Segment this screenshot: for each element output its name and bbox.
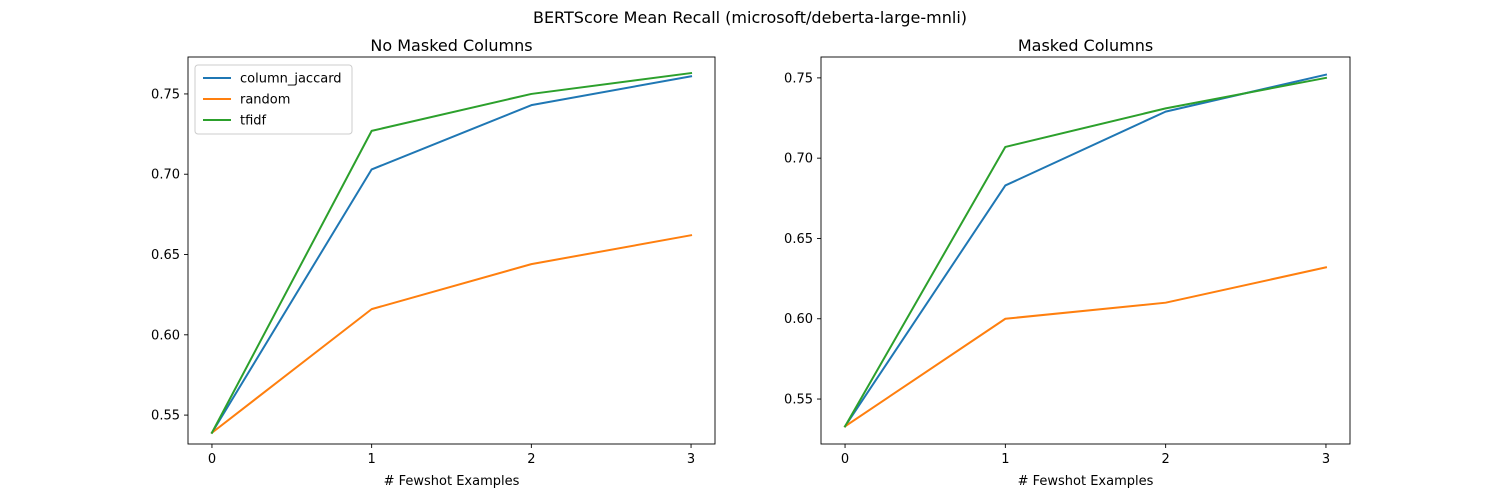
x-axis-label: # Fewshot Examples xyxy=(384,474,520,489)
legend-label-column-jaccard: column_jaccard xyxy=(240,72,342,87)
series-line-column-jaccard xyxy=(210,75,693,435)
x-tick-label: 3 xyxy=(1322,452,1330,467)
y-tick-label: 0.65 xyxy=(784,232,813,247)
y-tick-label: 0.70 xyxy=(784,152,813,167)
y-tick-label: 0.75 xyxy=(784,71,813,86)
y-tick-label: 0.75 xyxy=(151,87,180,102)
x-tick-label: 2 xyxy=(1162,452,1170,467)
series-line-random xyxy=(843,266,1328,428)
x-tick-label: 1 xyxy=(368,452,376,467)
y-tick-label: 0.60 xyxy=(784,312,813,327)
x-axis-label: # Fewshot Examples xyxy=(1018,474,1154,489)
series-line-random xyxy=(210,234,693,435)
y-tick-label: 0.65 xyxy=(151,248,180,263)
y-tick-label: 0.70 xyxy=(151,168,180,183)
axes-frame xyxy=(187,56,716,445)
legend-label-tfidf: tfidf xyxy=(240,114,267,129)
x-tick-label: 0 xyxy=(841,452,849,467)
x-tick-label: 1 xyxy=(1001,452,1009,467)
figure-title: BERTScore Mean Recall (microsoft/deberta… xyxy=(533,8,967,27)
x-tick-label: 0 xyxy=(208,452,216,467)
panel-no-masked-columns: No Masked Columns 0 1 2 3 0.55 0.60 0.65 0.70 0.7… xyxy=(151,36,716,489)
series-line-tfidf xyxy=(210,71,693,435)
panel-masked-columns: Masked Columns 0 1 2 3 0.55 0.60 0.65 0.70 0.75 # … xyxy=(784,36,1351,489)
y-tick-label: 0.55 xyxy=(151,409,180,424)
panel-title: No Masked Columns xyxy=(370,36,532,55)
y-tick-label: 0.55 xyxy=(784,393,813,408)
legend-label-random: random xyxy=(240,93,290,108)
y-tick-label: 0.60 xyxy=(151,328,180,343)
legend-box xyxy=(194,64,353,135)
series-line-tfidf xyxy=(843,76,1328,428)
axes-frame xyxy=(820,56,1351,445)
x-tick-label: 3 xyxy=(687,452,695,467)
panel-title: Masked Columns xyxy=(1018,36,1153,55)
x-tick-label: 2 xyxy=(527,452,535,467)
